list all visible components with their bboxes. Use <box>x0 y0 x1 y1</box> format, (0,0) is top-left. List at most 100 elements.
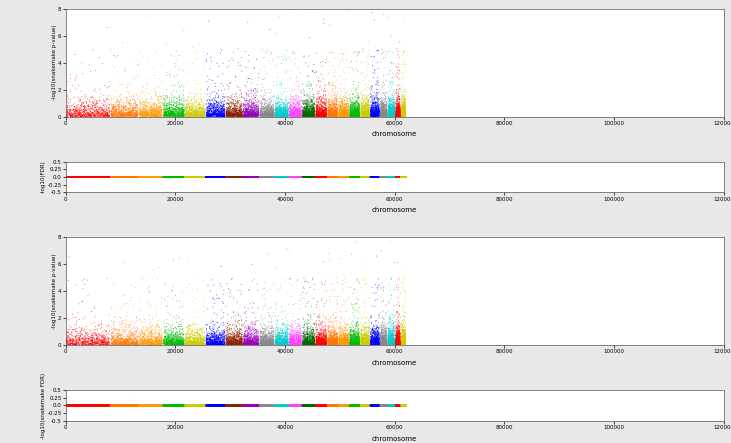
Point <box>385 402 396 409</box>
Point <box>352 105 363 112</box>
Point <box>162 341 173 348</box>
Point <box>391 113 403 120</box>
Point <box>341 113 352 120</box>
Point <box>70 335 82 342</box>
Point <box>363 173 375 180</box>
Point <box>341 339 352 346</box>
Point <box>306 337 318 344</box>
Point <box>377 109 389 116</box>
Point <box>397 402 409 409</box>
Point <box>232 402 244 409</box>
Point <box>219 340 230 347</box>
Point <box>399 105 411 113</box>
Point <box>357 99 368 106</box>
Point <box>124 322 136 329</box>
Point <box>116 320 128 327</box>
Point <box>281 173 293 180</box>
Point <box>295 108 307 115</box>
Point <box>371 173 382 180</box>
Point <box>398 337 410 344</box>
Point <box>134 402 145 409</box>
Point <box>243 113 255 120</box>
Point <box>255 341 267 348</box>
Point <box>250 336 262 343</box>
Point <box>336 336 348 343</box>
Point <box>367 402 379 409</box>
Point <box>379 339 391 346</box>
Point <box>96 113 107 120</box>
Point <box>129 104 141 111</box>
Point <box>356 173 368 180</box>
Point <box>318 110 330 117</box>
Point <box>393 109 405 117</box>
Point <box>348 331 360 338</box>
Point <box>166 174 178 181</box>
Point <box>385 100 397 107</box>
Point <box>346 111 358 118</box>
Point <box>223 113 235 120</box>
Point <box>100 329 112 336</box>
Point <box>284 174 295 181</box>
Point <box>314 338 325 345</box>
Point <box>249 341 261 348</box>
Point <box>327 341 338 348</box>
Point <box>146 104 158 111</box>
Point <box>213 342 225 349</box>
Point <box>232 339 244 346</box>
Point <box>67 402 78 409</box>
Point <box>355 402 367 409</box>
Point <box>376 102 387 109</box>
Point <box>197 329 209 336</box>
Point <box>281 109 292 117</box>
Point <box>100 328 112 335</box>
Point <box>216 332 227 339</box>
Point <box>388 110 400 117</box>
Point <box>287 341 298 348</box>
Point <box>350 111 362 118</box>
Point <box>154 402 166 409</box>
Point <box>285 402 297 409</box>
Point <box>238 402 250 409</box>
Point <box>289 173 301 180</box>
Point <box>394 109 406 117</box>
Point <box>314 341 326 348</box>
Point <box>159 174 170 181</box>
Point <box>172 111 183 118</box>
Point <box>209 88 221 95</box>
Point <box>358 112 370 119</box>
Point <box>302 329 314 336</box>
Point <box>375 402 387 409</box>
Point <box>186 402 197 409</box>
Point <box>380 51 392 58</box>
Point <box>216 113 227 120</box>
Point <box>183 326 194 334</box>
Point <box>341 338 352 346</box>
Point <box>85 336 96 343</box>
Point <box>374 340 385 347</box>
Point <box>273 338 285 346</box>
Point <box>355 107 367 114</box>
Point <box>329 109 341 116</box>
Point <box>349 174 361 181</box>
Point <box>290 113 302 120</box>
Point <box>175 173 187 180</box>
Point <box>248 113 260 120</box>
Point <box>119 173 131 180</box>
Point <box>262 333 274 340</box>
Point <box>399 110 411 117</box>
Point <box>306 334 318 341</box>
Point <box>267 110 279 117</box>
Point <box>399 402 411 409</box>
Point <box>274 340 286 347</box>
Point <box>207 303 219 311</box>
Point <box>173 173 185 180</box>
Point <box>251 173 262 180</box>
Point <box>387 110 398 117</box>
Point <box>390 332 402 339</box>
Point <box>221 402 232 409</box>
Point <box>270 333 282 340</box>
Point <box>311 402 323 409</box>
Point <box>246 110 258 117</box>
Point <box>371 323 383 330</box>
Point <box>160 402 172 409</box>
